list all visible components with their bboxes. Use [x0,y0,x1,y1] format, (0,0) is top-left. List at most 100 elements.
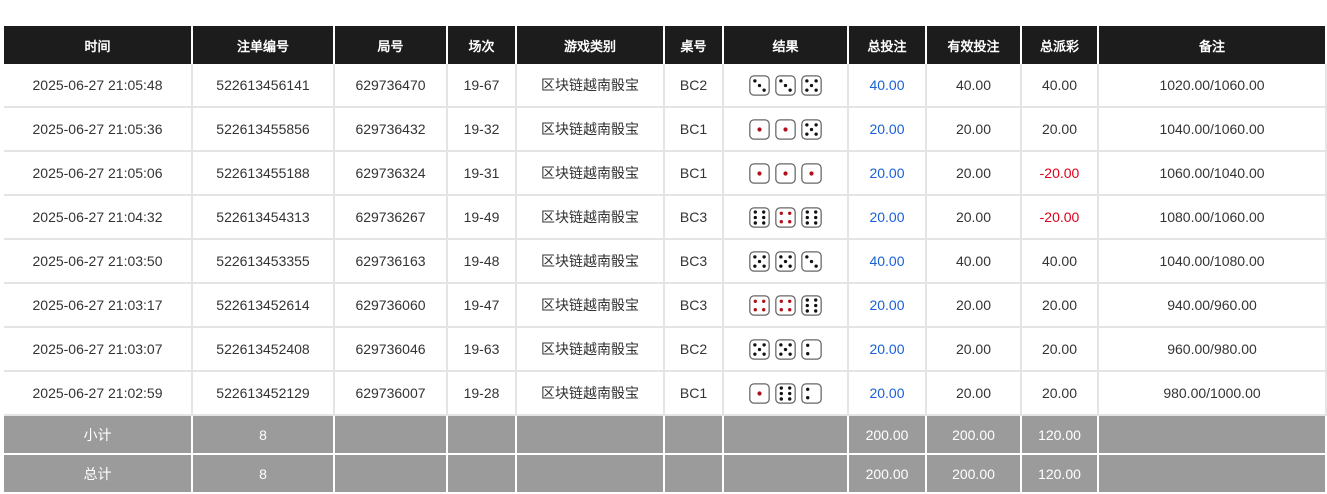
cell-valid-bet: 20.00 [926,195,1022,240]
die-6-icon [801,294,822,316]
die-5-icon [775,250,796,272]
cell-session: 19-32 [447,107,517,152]
cell-bet-id: 522613455188 [192,151,335,196]
cell-session: 19-28 [447,371,517,416]
cell-session: 19-47 [447,283,517,328]
header-payout: 总派彩 [1021,26,1099,64]
die-5-icon [749,250,770,272]
cell-session: 19-49 [447,195,517,240]
cell-session: 19-31 [447,151,517,196]
header-session: 场次 [447,26,517,64]
cell-valid-bet: 40.00 [926,239,1022,284]
table-row: 2025-06-27 21:05:36 522613455856 629736432… [4,107,1327,152]
table-row: 2025-06-27 21:02:59 522613452129 629736007… [4,371,1327,416]
cell-table: BC3 [664,283,724,328]
die-3-icon [801,250,822,272]
empty-cell [1098,415,1327,455]
cell-table: BC3 [664,195,724,240]
cell-note: 960.00/980.00 [1098,327,1327,372]
cell-note: 1080.00/1060.00 [1098,195,1327,240]
die-5-icon [749,338,770,360]
cell-total-bet: 20.00 [848,327,927,372]
empty-cell [723,415,849,455]
die-2-icon [801,338,822,360]
cell-payout: 20.00 [1021,107,1099,152]
die-1-icon [775,162,796,184]
cell-total-bet: 20.00 [848,107,927,152]
cell-round: 629736324 [334,151,448,196]
empty-cell [723,454,849,494]
subtotal-valid-bet: 200.00 [926,415,1022,455]
cell-note: 1040.00/1060.00 [1098,107,1327,152]
die-4-icon [775,294,796,316]
header-result: 结果 [723,26,849,64]
die-6-icon [775,382,796,404]
cell-valid-bet: 20.00 [926,371,1022,416]
cell-round: 629736046 [334,327,448,372]
subtotal-count: 8 [192,415,335,455]
cell-round: 629736060 [334,283,448,328]
die-2-icon [801,382,822,404]
cell-game: 区块链越南骰宝 [516,327,665,372]
cell-table: BC1 [664,107,724,152]
cell-time: 2025-06-27 21:05:36 [4,107,193,152]
empty-cell [516,454,665,494]
table-row: 2025-06-27 21:03:17 522613452614 629736060… [4,283,1327,328]
cell-table: BC2 [664,327,724,372]
cell-payout: 40.00 [1021,64,1099,108]
cell-valid-bet: 20.00 [926,327,1022,372]
bet-history-table: 时间 注单编号 局号 场次 游戏类别 桌号 结果 总投注 有效投注 总派彩 备注 2025-06-2… [4,26,1327,494]
die-4-icon [775,206,796,228]
die-5-icon [775,338,796,360]
die-1-icon [801,162,822,184]
total-valid-bet: 200.00 [926,454,1022,494]
header-total-bet: 总投注 [848,26,927,64]
cell-session: 19-63 [447,327,517,372]
cell-result [723,151,849,196]
cell-game: 区块链越南骰宝 [516,283,665,328]
table-row: 2025-06-27 21:03:07 522613452408 629736046… [4,327,1327,372]
cell-time: 2025-06-27 21:05:06 [4,151,193,196]
die-1-icon [775,118,796,140]
cell-time: 2025-06-27 21:03:50 [4,239,193,284]
empty-cell [447,415,517,455]
die-4-icon [749,294,770,316]
cell-total-bet: 20.00 [848,371,927,416]
cell-payout: 40.00 [1021,239,1099,284]
cell-time: 2025-06-27 21:05:48 [4,64,193,108]
cell-total-bet: 20.00 [848,283,927,328]
header-note: 备注 [1098,26,1327,64]
header-time: 时间 [4,26,193,64]
cell-bet-id: 522613455856 [192,107,335,152]
empty-cell [516,415,665,455]
cell-table: BC1 [664,151,724,196]
cell-time: 2025-06-27 21:02:59 [4,371,193,416]
table-row: 2025-06-27 21:05:48 522613456141 629736470… [4,64,1327,108]
cell-result [723,107,849,152]
cell-bet-id: 522613452129 [192,371,335,416]
cell-valid-bet: 20.00 [926,107,1022,152]
cell-valid-bet: 20.00 [926,151,1022,196]
header-table-no: 桌号 [664,26,724,64]
total-total-bet: 200.00 [848,454,927,494]
cell-payout: 20.00 [1021,327,1099,372]
cell-result [723,371,849,416]
subtotal-total-bet: 200.00 [848,415,927,455]
subtotal-payout: 120.00 [1021,415,1099,455]
cell-payout: -20.00 [1021,151,1099,196]
table-row: 2025-06-27 21:04:32 522613454313 629736267… [4,195,1327,240]
die-5-icon [801,118,822,140]
cell-result [723,283,849,328]
cell-session: 19-67 [447,64,517,108]
cell-round: 629736163 [334,239,448,284]
cell-total-bet: 20.00 [848,195,927,240]
cell-payout: -20.00 [1021,195,1099,240]
empty-cell [664,415,724,455]
header-bet-id: 注单编号 [192,26,335,64]
cell-game: 区块链越南骰宝 [516,195,665,240]
die-6-icon [749,206,770,228]
total-row: 总计 8 200.00 200.00 120.00 [4,454,1327,494]
die-1-icon [749,162,770,184]
die-6-icon [801,206,822,228]
cell-total-bet: 40.00 [848,64,927,108]
